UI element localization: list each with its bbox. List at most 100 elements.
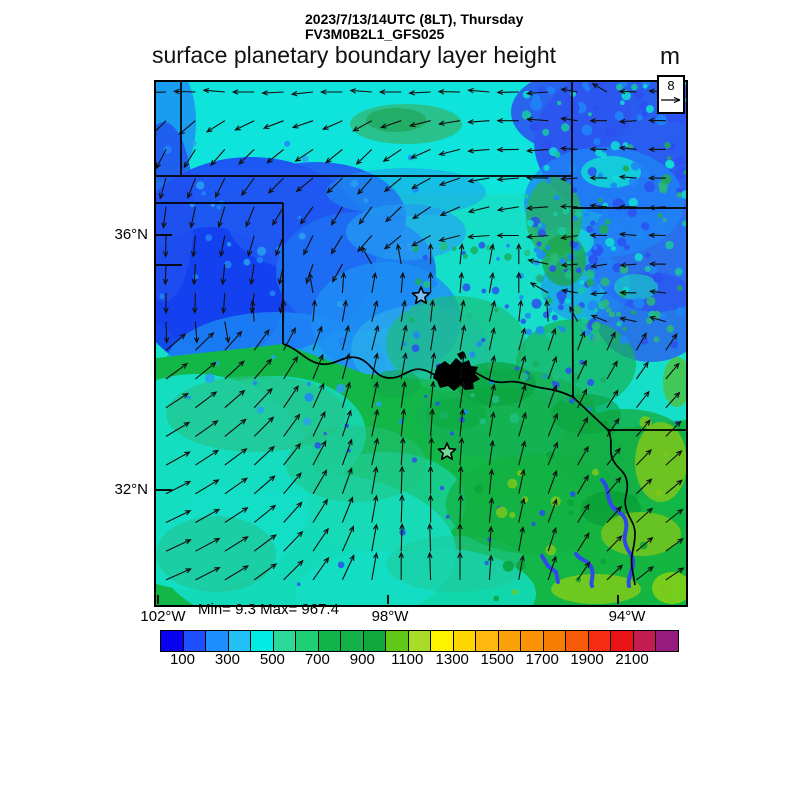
wind-arrow-icon xyxy=(253,387,273,409)
wind-arrow-icon xyxy=(283,413,301,437)
field-speckle xyxy=(216,204,222,210)
wind-arrow-icon xyxy=(399,522,405,552)
wind-arrow-icon xyxy=(220,264,226,286)
field-region xyxy=(326,168,486,216)
wind-arrow-icon xyxy=(525,175,549,181)
wind-arrow-icon xyxy=(224,477,249,495)
wind-arrow-icon xyxy=(437,88,461,95)
field-speckle xyxy=(463,409,469,415)
field-speckle xyxy=(644,181,656,193)
station-star-marker xyxy=(411,286,431,305)
field-speckle xyxy=(204,373,215,383)
wind-arrow-icon xyxy=(577,388,588,408)
colorbar-cell xyxy=(543,631,567,651)
wind-arrow-icon xyxy=(411,177,431,189)
wind-arrow-icon xyxy=(665,479,683,495)
field-speckle xyxy=(163,145,172,154)
field-speckle xyxy=(542,291,549,298)
field-speckle xyxy=(549,265,557,272)
wind-arrow-icon xyxy=(525,116,549,123)
field-speckle xyxy=(559,258,566,265)
field-speckle xyxy=(337,300,344,308)
field-speckle xyxy=(587,167,597,177)
field-speckle xyxy=(414,278,422,286)
field-speckle xyxy=(642,84,648,89)
field-speckle xyxy=(662,217,667,222)
field-speckle xyxy=(675,167,686,179)
field-speckle xyxy=(600,152,607,159)
wind-arrow-icon xyxy=(220,292,227,315)
wind-arrow-icon xyxy=(496,89,519,96)
lon-label: 102°W xyxy=(140,608,186,625)
wind-arrow-icon xyxy=(458,436,465,466)
field-speckle xyxy=(578,287,585,294)
field-speckle xyxy=(593,307,599,313)
wind-arrow-icon xyxy=(341,525,354,552)
colorbar-cell xyxy=(161,631,184,651)
wind-arrow-icon xyxy=(202,87,225,94)
wind-arrow-icon xyxy=(518,497,526,523)
field-speckle xyxy=(303,417,311,426)
field-speckle xyxy=(670,340,679,349)
wind-arrow-icon xyxy=(518,554,525,580)
wind-arrow-icon xyxy=(249,264,255,286)
field-speckle xyxy=(537,223,542,228)
wind-arrow-icon xyxy=(636,566,655,581)
wind-arrow-icon xyxy=(283,501,303,523)
field-speckle xyxy=(646,296,656,306)
wind-arrow-icon xyxy=(400,380,407,408)
field-speckle xyxy=(462,283,471,292)
wind-arrow-icon xyxy=(224,418,247,437)
wind-arrow-icon xyxy=(591,83,608,93)
field-speckle xyxy=(673,157,682,167)
field-region xyxy=(581,156,641,188)
field-speckle xyxy=(478,241,486,249)
field-speckle xyxy=(583,212,590,218)
minmax-stats: Min= 9.3 Max= 967.4 xyxy=(198,601,339,618)
wind-arrow-icon xyxy=(467,177,490,184)
field-speckle xyxy=(535,325,545,335)
field-speckle xyxy=(677,113,686,125)
field-speckle xyxy=(604,219,611,225)
field-speckle xyxy=(613,222,621,230)
wind-arrow-icon xyxy=(165,510,192,523)
wind-arrow-icon xyxy=(398,551,404,580)
wind-arrow-icon xyxy=(518,355,527,380)
field-speckle xyxy=(572,215,578,221)
map-canvas xyxy=(154,80,688,607)
wind-arrow-icon xyxy=(303,235,314,256)
field-speckle xyxy=(683,170,686,175)
wind-arrow-icon xyxy=(665,420,682,437)
field-speckle xyxy=(531,298,542,309)
colorbar-cell xyxy=(453,631,477,651)
wind-arrow-icon xyxy=(253,445,275,466)
field-speckle xyxy=(494,307,499,313)
wind-arrow-icon xyxy=(341,409,352,437)
wind-arrow-icon xyxy=(560,116,578,122)
field-speckle xyxy=(558,298,565,305)
wind-arrow-icon xyxy=(156,91,167,93)
field-speckle xyxy=(591,468,599,476)
wind-arrow-icon xyxy=(560,262,578,268)
field-speckle xyxy=(527,219,534,227)
field-speckle xyxy=(561,395,569,403)
wind-arrow-icon xyxy=(636,449,652,466)
wind-arrow-icon xyxy=(210,149,226,167)
wind-arrow-icon xyxy=(577,532,590,552)
wind-arrow-icon xyxy=(307,271,314,293)
wind-arrow-icon xyxy=(427,465,434,494)
field-speckle xyxy=(666,160,675,169)
wind-arrow-icon xyxy=(190,235,197,258)
field-speckle xyxy=(532,360,539,368)
state-border xyxy=(572,396,609,431)
field-speckle xyxy=(568,510,574,516)
wind-arrow-icon xyxy=(349,88,372,94)
wind-arrow-icon xyxy=(371,408,380,437)
wind-arrow-icon xyxy=(267,177,284,194)
field-speckle xyxy=(462,253,468,259)
wind-arrow-icon xyxy=(283,442,302,466)
field-speckle xyxy=(350,180,359,188)
wind-arrow-icon xyxy=(275,235,285,257)
colorbar-tick-label: 1500 xyxy=(480,651,514,668)
wind-arrow-icon xyxy=(665,362,680,380)
